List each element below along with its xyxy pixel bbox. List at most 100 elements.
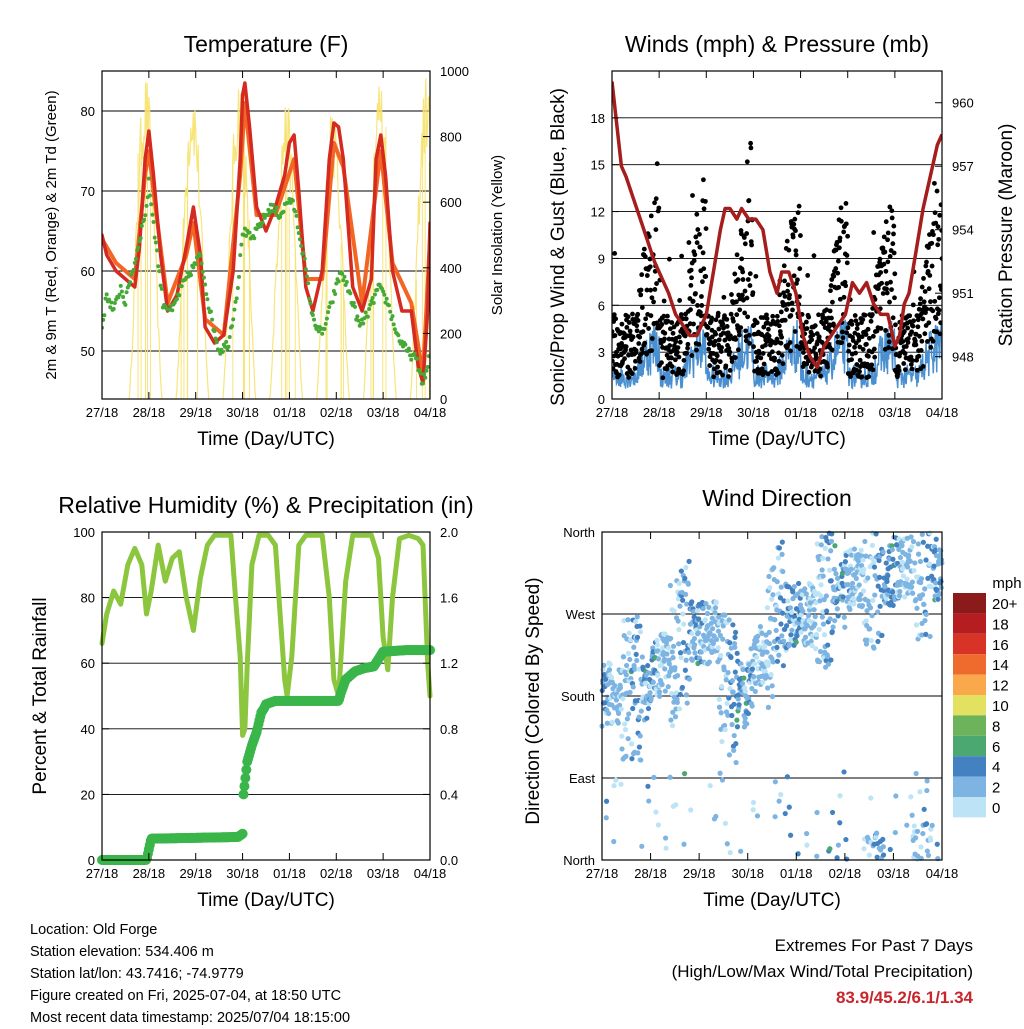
direction-point <box>715 645 721 651</box>
gust-point <box>759 366 765 372</box>
winds-series <box>612 81 942 390</box>
direction-point <box>631 644 637 650</box>
gust-point <box>637 334 643 340</box>
dewpoint-point <box>396 333 401 338</box>
direction-point <box>660 645 666 651</box>
colorbar-swatch <box>953 695 986 716</box>
x-tick-label: 30/18 <box>731 866 764 881</box>
dewpoint-point <box>234 296 239 301</box>
gust-point <box>676 354 682 360</box>
direction-point <box>883 595 889 601</box>
direction-point <box>813 646 819 652</box>
direction-point <box>774 658 781 664</box>
direction-point <box>729 678 735 684</box>
dewpoint-point <box>340 271 345 276</box>
direction-point <box>767 585 773 591</box>
gust-point <box>880 245 886 251</box>
gust-point <box>705 325 711 331</box>
gust-point <box>746 332 752 338</box>
dewpoint-point <box>342 274 347 279</box>
gust-point <box>696 341 702 347</box>
direction-point <box>919 531 925 538</box>
gust-point <box>918 348 924 353</box>
direction-point <box>914 605 920 611</box>
gust-point <box>905 336 911 342</box>
dewpoint-point <box>213 336 218 341</box>
gust-point <box>656 205 662 211</box>
gust-point <box>700 279 705 285</box>
gust-point <box>810 332 816 338</box>
direction-point <box>904 822 910 828</box>
direction-point <box>853 575 859 582</box>
gust-point <box>864 341 869 347</box>
direction-point <box>843 836 849 843</box>
gust-point <box>835 270 841 276</box>
gust-point <box>742 310 748 316</box>
gust-point <box>902 351 908 356</box>
plot-frame <box>101 70 431 400</box>
gust-point <box>789 300 795 306</box>
direction-point <box>841 769 847 775</box>
dewpoint-point <box>351 300 356 305</box>
direction-point <box>752 688 758 695</box>
gust-point <box>909 366 915 372</box>
direction-point <box>742 715 748 721</box>
direction-point <box>907 558 913 564</box>
direction-point <box>670 709 676 715</box>
direction-point <box>769 683 775 689</box>
direction-point <box>909 584 915 590</box>
direction-point <box>868 637 874 644</box>
gust-point <box>779 334 785 340</box>
y-tick-label: 20 <box>81 787 95 802</box>
direction-point <box>807 595 813 602</box>
direction-point <box>927 837 934 843</box>
direction-point <box>845 594 851 600</box>
speed-colorbar: mph 20+ 18 16 14 12 10 8 6 4 2 0 <box>953 575 1022 818</box>
direction-point <box>689 657 695 663</box>
direction-point <box>775 555 781 561</box>
gust-point <box>859 374 865 380</box>
relative-humidity-line <box>99 532 433 738</box>
direction-point <box>722 820 729 826</box>
gust-point <box>936 236 942 242</box>
gust-point <box>625 314 631 320</box>
direction-point <box>669 649 675 655</box>
direction-point <box>712 605 719 611</box>
gust-point <box>636 341 642 346</box>
gust-point <box>860 317 866 322</box>
direction-point <box>765 704 772 710</box>
direction-point <box>834 855 840 861</box>
y-tick-label: South <box>561 689 595 704</box>
panel-winds: 27/18 28/18 29/18 30/18 01/18 02/18 03/18 04/18… <box>548 31 1017 450</box>
dewpoint-point <box>247 230 252 235</box>
direction-point <box>787 605 793 611</box>
gust-point <box>857 344 863 350</box>
dewpoint-point <box>174 297 179 302</box>
y-axis-label: Percent & Total Rainfall <box>30 597 51 794</box>
direction-point <box>719 777 726 783</box>
dewpoint-point <box>331 288 336 293</box>
gust-point <box>647 256 653 262</box>
dewpoint-point <box>226 344 231 349</box>
direction-point <box>923 611 929 618</box>
colorbar-swatch <box>953 593 986 614</box>
direction-point <box>789 609 795 615</box>
precip-point <box>240 773 251 783</box>
direction-point <box>828 657 834 663</box>
gust-point <box>932 298 938 304</box>
direction-point <box>770 659 776 665</box>
gust-point <box>747 283 753 288</box>
dewpoint-point <box>237 274 242 279</box>
y-tick-label: 3 <box>598 345 605 360</box>
dewpoint-point <box>109 300 114 305</box>
direction-point <box>611 838 617 845</box>
gust-point <box>866 374 872 380</box>
direction-point <box>913 597 919 603</box>
gust-point <box>867 335 872 341</box>
direction-point <box>858 547 864 553</box>
plot-frame <box>611 70 943 400</box>
direction-point <box>630 684 636 690</box>
direction-point <box>622 721 628 727</box>
gust-point <box>633 348 639 353</box>
gust-point <box>644 351 650 357</box>
